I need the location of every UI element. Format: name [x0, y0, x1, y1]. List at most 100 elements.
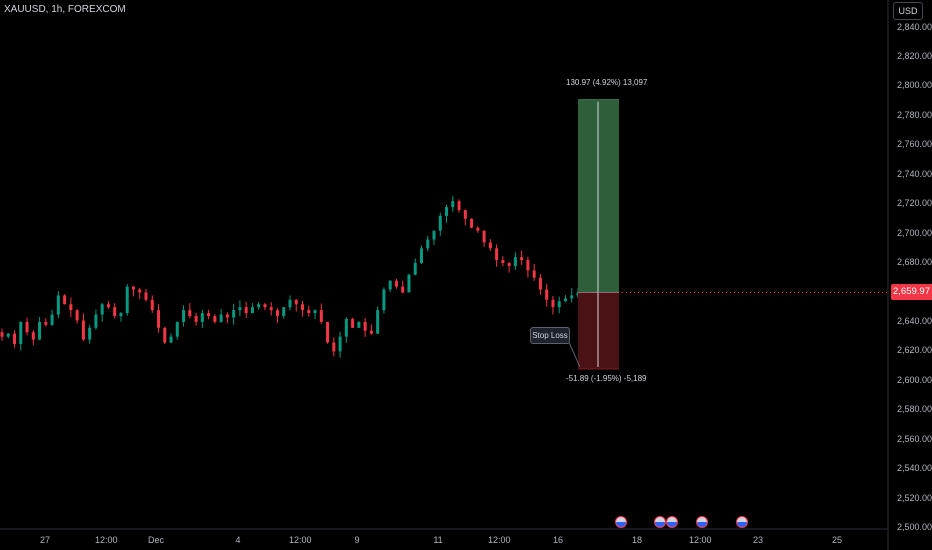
candle-body — [113, 307, 117, 317]
candle-body — [338, 336, 342, 352]
price-tick: 2,640.00 — [897, 315, 932, 326]
candle-body — [213, 316, 217, 322]
candle-body — [100, 304, 104, 315]
time-tick: 25 — [831, 535, 842, 545]
price-tick: 2,780.00 — [897, 109, 932, 120]
candle-body — [288, 299, 292, 308]
candle-body — [282, 307, 286, 317]
candle-body — [131, 286, 135, 290]
candle-body — [25, 321, 29, 333]
price-tick: 2,700.00 — [897, 227, 932, 238]
time-tick: 12:00 — [488, 535, 511, 545]
us-flag-icon[interactable] — [615, 516, 627, 528]
time-tick: 4 — [235, 535, 241, 545]
candle-body — [470, 218, 474, 228]
candle-body — [69, 304, 73, 311]
candle-body — [263, 304, 267, 308]
candle-body — [56, 295, 60, 315]
candle-body — [150, 299, 154, 311]
candle-body — [557, 301, 561, 308]
candle-body — [319, 310, 323, 322]
candle-body — [438, 215, 442, 231]
candle-body — [407, 274, 411, 293]
price-tick: 2,520.00 — [897, 492, 932, 503]
candle-body — [307, 310, 311, 314]
us-flag-icon[interactable] — [696, 516, 708, 528]
time-tick: Dec — [147, 535, 164, 545]
candle-body — [106, 304, 110, 308]
price-tick: 2,840.00 — [897, 21, 932, 32]
candle-body — [538, 277, 542, 290]
currency-button[interactable]: USD — [893, 2, 923, 20]
candle-body — [501, 260, 505, 264]
time-tick: 9 — [354, 535, 360, 545]
candle-body — [188, 310, 192, 317]
candle-body — [401, 286, 405, 293]
time-tick: 12:00 — [289, 535, 312, 545]
candle-body — [125, 286, 129, 314]
candle-body — [13, 333, 17, 344]
candle-body — [451, 201, 455, 208]
candle-body — [463, 210, 467, 219]
price-tick: 2,760.00 — [897, 139, 932, 150]
stop-loss-pointer — [567, 339, 581, 368]
candle-body — [0, 332, 4, 337]
us-flag-icon[interactable] — [666, 516, 678, 528]
candle-body — [301, 304, 305, 311]
candle-body — [382, 289, 386, 311]
price-tick: 2,600.00 — [897, 374, 932, 385]
candle-body — [563, 298, 567, 302]
candle-body — [38, 321, 42, 340]
candle-body — [394, 280, 398, 287]
long-position-tool[interactable] — [567, 99, 619, 370]
candles-layer — [0, 195, 580, 358]
candle-body — [495, 248, 499, 261]
candle-body — [457, 201, 461, 211]
candle-body — [376, 310, 380, 334]
candle-body — [313, 310, 317, 314]
candle-body — [194, 316, 198, 322]
candle-body — [326, 321, 330, 343]
candle-body — [81, 320, 85, 340]
candle-body — [157, 310, 161, 328]
time-tick: 12:00 — [95, 535, 118, 545]
time-tick: 18 — [631, 535, 642, 545]
candle-body — [119, 313, 123, 317]
candle-body — [200, 313, 204, 322]
symbol-title[interactable]: XAUUSD, 1h, FOREXCOM — [4, 4, 126, 15]
price-tick: 2,620.00 — [897, 345, 932, 356]
candle-body — [344, 318, 348, 337]
candle-body — [445, 207, 449, 216]
candle-body — [50, 314, 54, 325]
candle-body — [413, 263, 417, 275]
candle-body — [419, 248, 423, 264]
candle-body — [250, 307, 254, 314]
candle-body — [545, 289, 549, 300]
time-tick: 12:00 — [689, 535, 712, 545]
candle-body — [363, 321, 367, 331]
candle-body — [351, 318, 355, 328]
candle-body — [357, 321, 361, 328]
candle-body — [232, 310, 236, 318]
candle-body — [551, 299, 555, 308]
candle-body — [163, 327, 167, 343]
candle-body — [182, 310, 186, 322]
candle-body — [513, 257, 517, 266]
candle-body — [426, 239, 430, 249]
candle-body — [219, 314, 223, 322]
candle-body — [369, 330, 373, 334]
us-flag-icon[interactable] — [654, 516, 666, 528]
us-flag-icon[interactable] — [736, 516, 748, 528]
stop-label: -51.89 (-1.95%) -5,189 — [566, 374, 647, 383]
stop-loss-button[interactable]: Stop Loss — [530, 327, 570, 344]
candle-body — [488, 242, 492, 249]
price-tick: 2,740.00 — [897, 168, 932, 179]
candle-body — [44, 321, 48, 325]
candle-body — [31, 332, 35, 340]
candle-body — [175, 321, 179, 337]
candle-body — [94, 314, 98, 328]
candle-body — [169, 336, 173, 343]
candle-body — [532, 270, 536, 278]
